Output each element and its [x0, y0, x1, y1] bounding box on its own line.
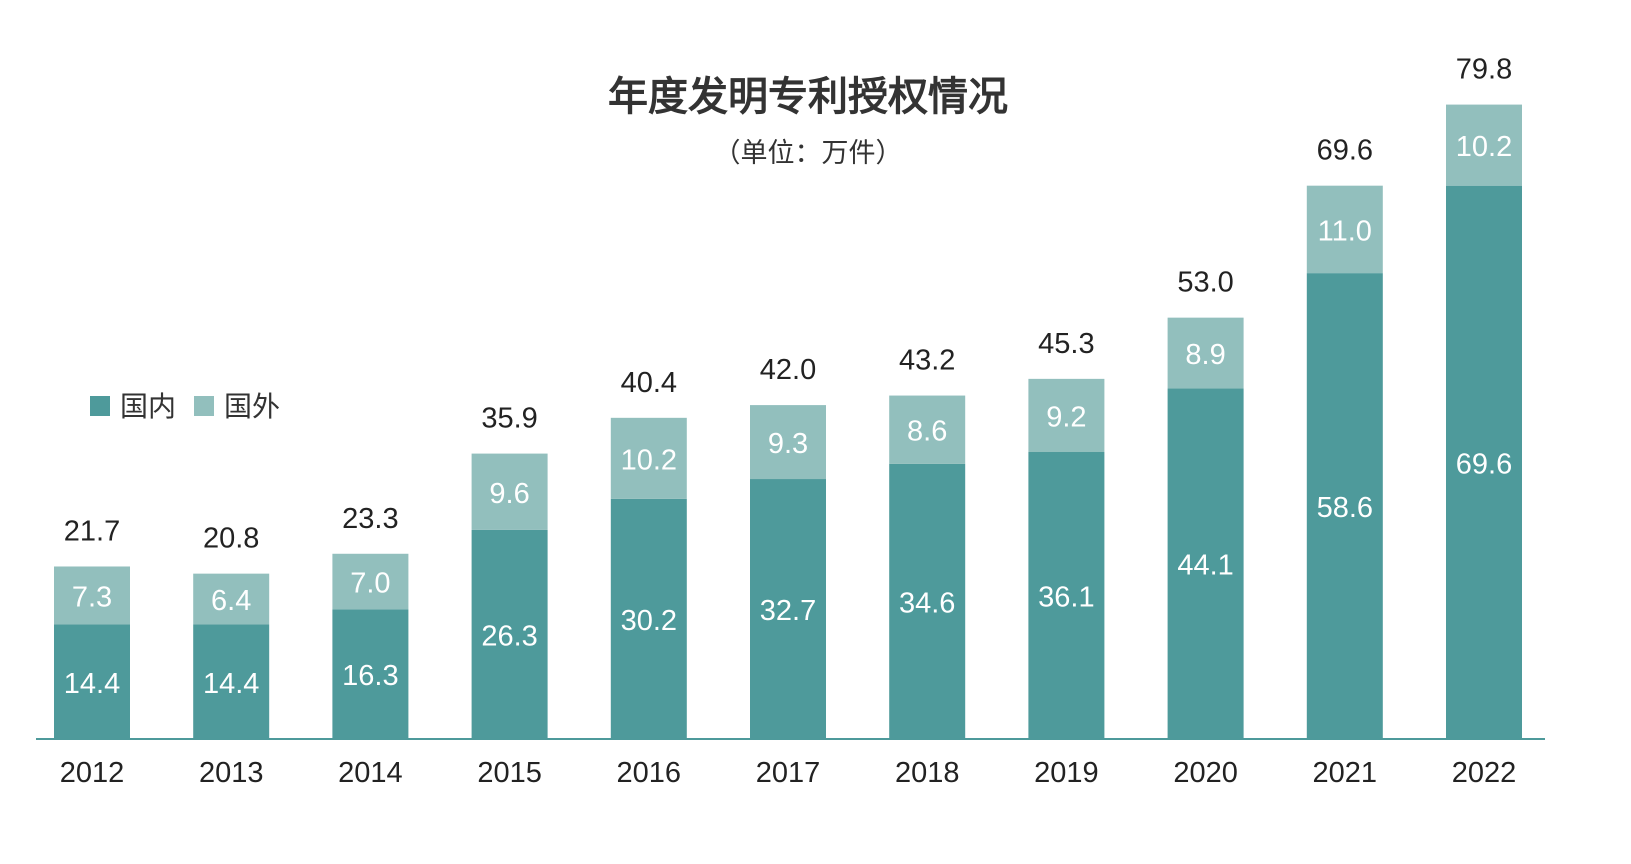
total-label-2022: 79.8	[1456, 54, 1512, 86]
bar-domestic-2012	[54, 624, 130, 739]
value-label-foreign-2020: 8.9	[1185, 339, 1225, 371]
x-tick-label-2017: 2017	[756, 757, 821, 789]
total-label-2013: 20.8	[203, 523, 259, 555]
bar-stack-2022: 69.6 10.2 79.8	[1446, 54, 1522, 739]
value-label-foreign-2014: 7.0	[350, 568, 390, 600]
bar-foreign-2013	[193, 573, 270, 625]
value-label-domestic-2017: 32.7	[760, 595, 816, 627]
bar-stack-2016: 30.2 10.2 40.4	[610, 367, 687, 739]
x-tick-label-2015: 2015	[477, 757, 542, 789]
value-label-domestic-2020: 44.1	[1177, 550, 1233, 582]
bar-domestic-2017	[750, 479, 826, 739]
chart-subtitle: （单位：万件）	[714, 138, 903, 169]
x-tick-label-2012: 2012	[60, 757, 125, 789]
value-label-domestic-2018: 34.6	[899, 587, 955, 619]
legend: 国内 国外	[90, 390, 280, 423]
total-label-2018: 43.2	[899, 345, 955, 377]
bar-foreign-2018	[889, 395, 966, 464]
value-label-foreign-2013: 6.4	[211, 585, 251, 617]
x-tick-label-2019: 2019	[1034, 757, 1099, 789]
value-label-foreign-2018: 8.6	[907, 416, 947, 448]
bar-foreign-2019	[1028, 378, 1105, 453]
bar-foreign-2015	[471, 453, 548, 530]
total-label-2015: 35.9	[481, 403, 537, 435]
bar-stack-2019: 36.1 9.2 45.3	[1028, 328, 1105, 739]
bar-stack-2020: 44.1 8.9 53.0	[1167, 267, 1244, 739]
x-tick-label-2013: 2013	[199, 757, 264, 789]
value-label-domestic-2014: 16.3	[342, 660, 398, 692]
bars-group: 14.4 7.3 21.7 14.4 6.4 20.8 16.3 7.0 23.3 26.3 9.6…	[54, 54, 1522, 739]
total-label-2012: 21.7	[64, 515, 120, 547]
bar-domestic-2013	[193, 624, 270, 739]
x-tick-label-2018: 2018	[895, 757, 960, 789]
bar-foreign-2021	[1306, 185, 1383, 274]
x-tick-label-2016: 2016	[617, 757, 682, 789]
value-label-foreign-2017: 9.3	[768, 428, 808, 460]
legend-item-domestic: 国内	[90, 390, 176, 423]
value-label-foreign-2021: 11.0	[1318, 215, 1372, 247]
bar-domestic-2014	[332, 609, 409, 739]
bar-domestic-2015	[471, 529, 548, 739]
x-axis-ticks: 2012 2013 2014 2015 2016 2017 2018 2019 2020 2021…	[60, 757, 1517, 789]
bar-foreign-2014	[332, 553, 409, 610]
bar-domestic-2022	[1446, 185, 1522, 739]
bar-domestic-2020	[1167, 388, 1244, 739]
total-label-2014: 23.3	[342, 503, 398, 535]
total-label-2021: 69.6	[1317, 135, 1373, 167]
value-label-foreign-2019: 9.2	[1046, 401, 1086, 433]
value-label-foreign-2015: 9.6	[489, 478, 529, 510]
bar-stack-2015: 26.3 9.6 35.9	[471, 403, 548, 739]
legend-swatch-domestic	[90, 396, 110, 416]
bar-domestic-2019	[1028, 452, 1105, 739]
value-label-domestic-2022: 69.6	[1456, 448, 1512, 480]
x-tick-label-2021: 2021	[1313, 757, 1378, 789]
total-label-2017: 42.0	[760, 354, 816, 386]
bar-foreign-2022	[1446, 104, 1522, 186]
legend-label-domestic: 国内	[120, 390, 176, 423]
value-label-foreign-2022: 10.2	[1456, 131, 1512, 163]
bar-stack-2017: 32.7 9.3 42.0	[750, 354, 826, 739]
legend-label-foreign: 国外	[224, 390, 280, 423]
bar-foreign-2016	[610, 417, 687, 499]
bar-foreign-2012	[54, 566, 130, 625]
x-tick-label-2020: 2020	[1173, 757, 1238, 789]
x-tick-label-2014: 2014	[338, 757, 403, 789]
chart-title: 年度发明专利授权情况	[608, 74, 1008, 120]
x-tick-label-2022: 2022	[1452, 757, 1517, 789]
total-label-2016: 40.4	[621, 367, 677, 399]
bar-stack-2018: 34.6 8.6 43.2	[889, 345, 966, 739]
value-label-foreign-2012: 7.3	[72, 582, 112, 614]
bar-stack-2014: 16.3 7.0 23.3	[332, 503, 409, 739]
value-label-domestic-2019: 36.1	[1038, 582, 1094, 614]
value-label-domestic-2012: 14.4	[64, 668, 120, 700]
bar-domestic-2018	[889, 463, 966, 739]
bar-domestic-2021	[1306, 273, 1383, 739]
bar-foreign-2020	[1167, 317, 1244, 389]
value-label-domestic-2021: 58.6	[1317, 492, 1373, 524]
bar-domestic-2016	[610, 498, 687, 739]
bar-stack-2012: 14.4 7.3 21.7	[54, 515, 130, 739]
total-label-2019: 45.3	[1038, 328, 1094, 360]
value-label-domestic-2016: 30.2	[621, 605, 677, 637]
legend-item-foreign: 国外	[194, 390, 280, 423]
value-label-foreign-2016: 10.2	[621, 444, 677, 476]
legend-swatch-foreign	[194, 396, 214, 416]
value-label-domestic-2013: 14.4	[203, 668, 259, 700]
value-label-domestic-2015: 26.3	[481, 620, 537, 652]
bar-stack-2021: 58.6 11.0 69.6	[1306, 135, 1383, 739]
bar-stack-2013: 14.4 6.4 20.8	[193, 523, 270, 739]
total-label-2020: 53.0	[1177, 267, 1233, 299]
bar-foreign-2017	[750, 405, 826, 480]
